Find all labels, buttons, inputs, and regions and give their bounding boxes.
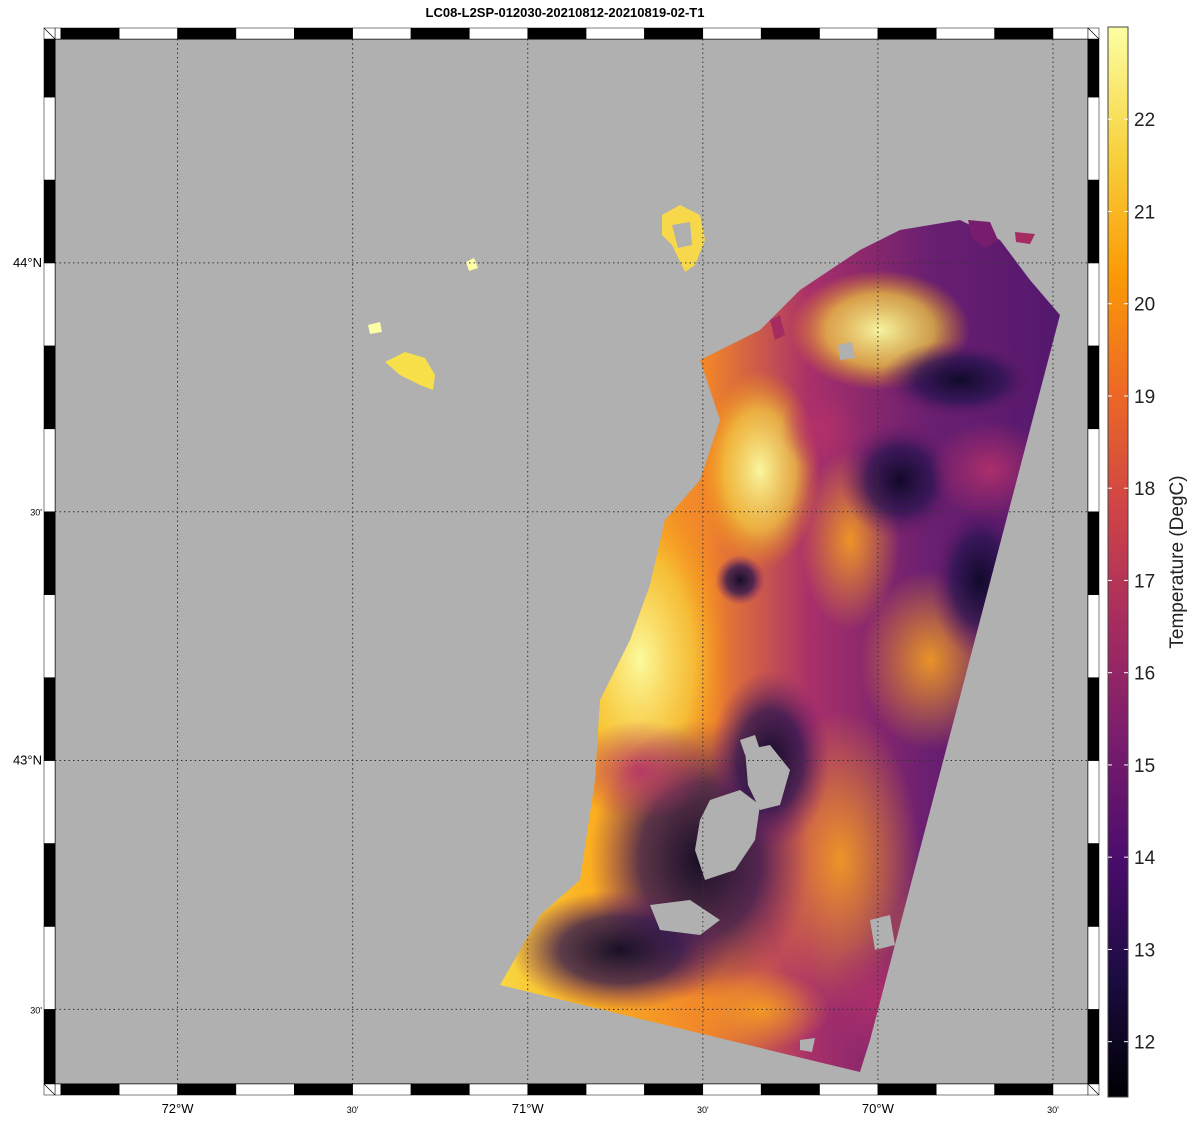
border-segment-left-0 xyxy=(44,1009,55,1084)
border-segment-top-15 xyxy=(878,28,936,39)
colorbar-tick-label-7: 19 xyxy=(1134,387,1155,408)
border-segment-bottom-12 xyxy=(703,1084,761,1095)
longitude-labels: 72°W 30' 71°W 30' 70°W 30' xyxy=(162,1101,1060,1116)
border-segment-right-9 xyxy=(1088,263,1099,346)
border-segment-bottom-16 xyxy=(936,1084,994,1095)
border-segment-right-11 xyxy=(1088,97,1099,180)
lon-tick-label-0: 72°W xyxy=(162,1101,195,1116)
colorbar-tick-label-1: 13 xyxy=(1134,940,1155,961)
border-segment-left-12 xyxy=(44,39,55,97)
lon-tick-label-3: 30' xyxy=(697,1105,709,1115)
border-segment-top-12 xyxy=(703,28,761,39)
colorbar-label: Temperature (DegC) xyxy=(1167,475,1188,648)
lat-tick-label-2: 43°N xyxy=(13,753,42,768)
border-segment-bottom-8 xyxy=(469,1084,527,1095)
lon-tick-label-1: 30' xyxy=(347,1105,359,1115)
border-segment-bottom-10 xyxy=(586,1084,644,1095)
colorbar-tick-label-2: 14 xyxy=(1134,848,1156,869)
border-segment-left-7 xyxy=(44,429,55,512)
border-segment-bottom-7 xyxy=(411,1084,469,1095)
border-segment-bottom-18 xyxy=(1053,1084,1088,1095)
border-segment-right-5 xyxy=(1088,595,1099,678)
colorbar-tick-label-3: 15 xyxy=(1134,756,1155,777)
colorbar-tick-label-6: 18 xyxy=(1134,479,1155,500)
border-segment-top-4 xyxy=(236,28,294,39)
border-segment-left-4 xyxy=(44,678,55,761)
border-segment-top-7 xyxy=(411,28,469,39)
border-segment-top-14 xyxy=(820,28,878,39)
colorbar-tick-label-8: 20 xyxy=(1134,295,1155,316)
border-segment-left-10 xyxy=(44,180,55,263)
border-segment-top-6 xyxy=(353,28,411,39)
border-segment-top-9 xyxy=(528,28,586,39)
colorbar-tick-label-5: 17 xyxy=(1134,571,1155,592)
border-segment-top-13 xyxy=(761,28,819,39)
lat-tick-label-1: 30' xyxy=(30,508,42,518)
border-segment-right-1 xyxy=(1088,926,1099,1009)
lon-tick-label-5: 30' xyxy=(1047,1105,1059,1115)
border-segment-right-7 xyxy=(1088,429,1099,512)
border-segment-left-9 xyxy=(44,263,55,346)
border-segment-bottom-13 xyxy=(761,1084,819,1095)
lon-tick-label-4: 70°W xyxy=(862,1101,895,1116)
latitude-labels: 44°N 30' 43°N 30' xyxy=(13,255,42,1015)
colorbar-tick-label-10: 22 xyxy=(1134,110,1155,131)
border-segment-top-10 xyxy=(586,28,644,39)
colorbar-gradient xyxy=(1108,27,1128,1097)
border-segment-right-8 xyxy=(1088,346,1099,429)
border-segment-bottom-14 xyxy=(820,1084,878,1095)
border-segment-right-3 xyxy=(1088,761,1099,844)
border-segment-bottom-15 xyxy=(878,1084,936,1095)
border-segment-top-17 xyxy=(995,28,1053,39)
border-segment-top-8 xyxy=(469,28,527,39)
border-segment-bottom-17 xyxy=(995,1084,1053,1095)
border-segment-top-0 xyxy=(55,28,61,39)
border-segment-top-16 xyxy=(936,28,994,39)
border-segment-right-0 xyxy=(1088,1009,1099,1084)
border-segment-right-12 xyxy=(1088,39,1099,97)
border-segment-bottom-11 xyxy=(644,1084,702,1095)
border-segment-top-11 xyxy=(644,28,702,39)
border-segment-bottom-1 xyxy=(61,1084,119,1095)
colorbar-tick-label-4: 16 xyxy=(1134,664,1155,685)
border-segment-left-11 xyxy=(44,97,55,180)
border-segment-top-5 xyxy=(294,28,352,39)
border-segment-bottom-4 xyxy=(236,1084,294,1095)
border-segment-top-3 xyxy=(178,28,236,39)
border-segment-right-6 xyxy=(1088,512,1099,595)
border-segment-bottom-5 xyxy=(294,1084,352,1095)
border-segment-bottom-2 xyxy=(119,1084,177,1095)
border-segment-left-8 xyxy=(44,346,55,429)
border-segment-top-1 xyxy=(61,28,119,39)
border-segment-bottom-9 xyxy=(528,1084,586,1095)
border-segment-right-2 xyxy=(1088,843,1099,926)
colorbar: 12 13 14 15 16 17 18 19 20 21 22 Temperature (DegC… xyxy=(1108,27,1188,1097)
border-segment-top-2 xyxy=(119,28,177,39)
lat-tick-label-0: 44°N xyxy=(13,255,42,270)
border-segment-left-6 xyxy=(44,512,55,595)
colorbar-tick-label-9: 21 xyxy=(1134,202,1155,223)
border-segment-right-4 xyxy=(1088,678,1099,761)
border-segment-bottom-0 xyxy=(55,1084,61,1095)
lat-tick-label-3: 30' xyxy=(30,1005,42,1015)
border-segment-left-2 xyxy=(44,843,55,926)
colorbar-tick-label-0: 12 xyxy=(1134,1033,1155,1054)
border-segment-top-18 xyxy=(1053,28,1088,39)
border-segment-left-3 xyxy=(44,761,55,844)
border-segment-left-1 xyxy=(44,926,55,1009)
border-segment-bottom-3 xyxy=(178,1084,236,1095)
border-segment-right-10 xyxy=(1088,180,1099,263)
border-segment-left-5 xyxy=(44,595,55,678)
border-segment-bottom-6 xyxy=(353,1084,411,1095)
lon-tick-label-2: 71°W xyxy=(512,1101,545,1116)
